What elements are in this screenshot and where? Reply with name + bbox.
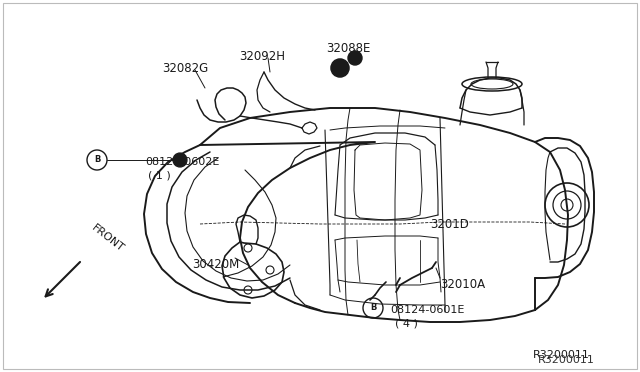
Circle shape [173, 153, 187, 167]
Text: 3201D: 3201D [430, 218, 469, 231]
Circle shape [331, 59, 349, 77]
Text: 30420M: 30420M [192, 258, 239, 271]
Text: 32010A: 32010A [440, 278, 485, 291]
Text: 08124-0601E: 08124-0601E [390, 305, 465, 315]
Text: FRONT: FRONT [90, 223, 126, 254]
Text: R3200011: R3200011 [538, 355, 595, 365]
Text: 32092H: 32092H [239, 50, 285, 63]
Text: ( 1 ): ( 1 ) [148, 170, 171, 180]
Text: ( 4 ): ( 4 ) [395, 318, 418, 328]
Text: 08121-0602E: 08121-0602E [145, 157, 220, 167]
Text: R3200011: R3200011 [533, 350, 590, 360]
Circle shape [348, 51, 362, 65]
Text: B: B [370, 304, 376, 312]
Text: B: B [94, 155, 100, 164]
Text: 32082G: 32082G [162, 62, 208, 75]
Text: 32088E: 32088E [326, 42, 370, 55]
